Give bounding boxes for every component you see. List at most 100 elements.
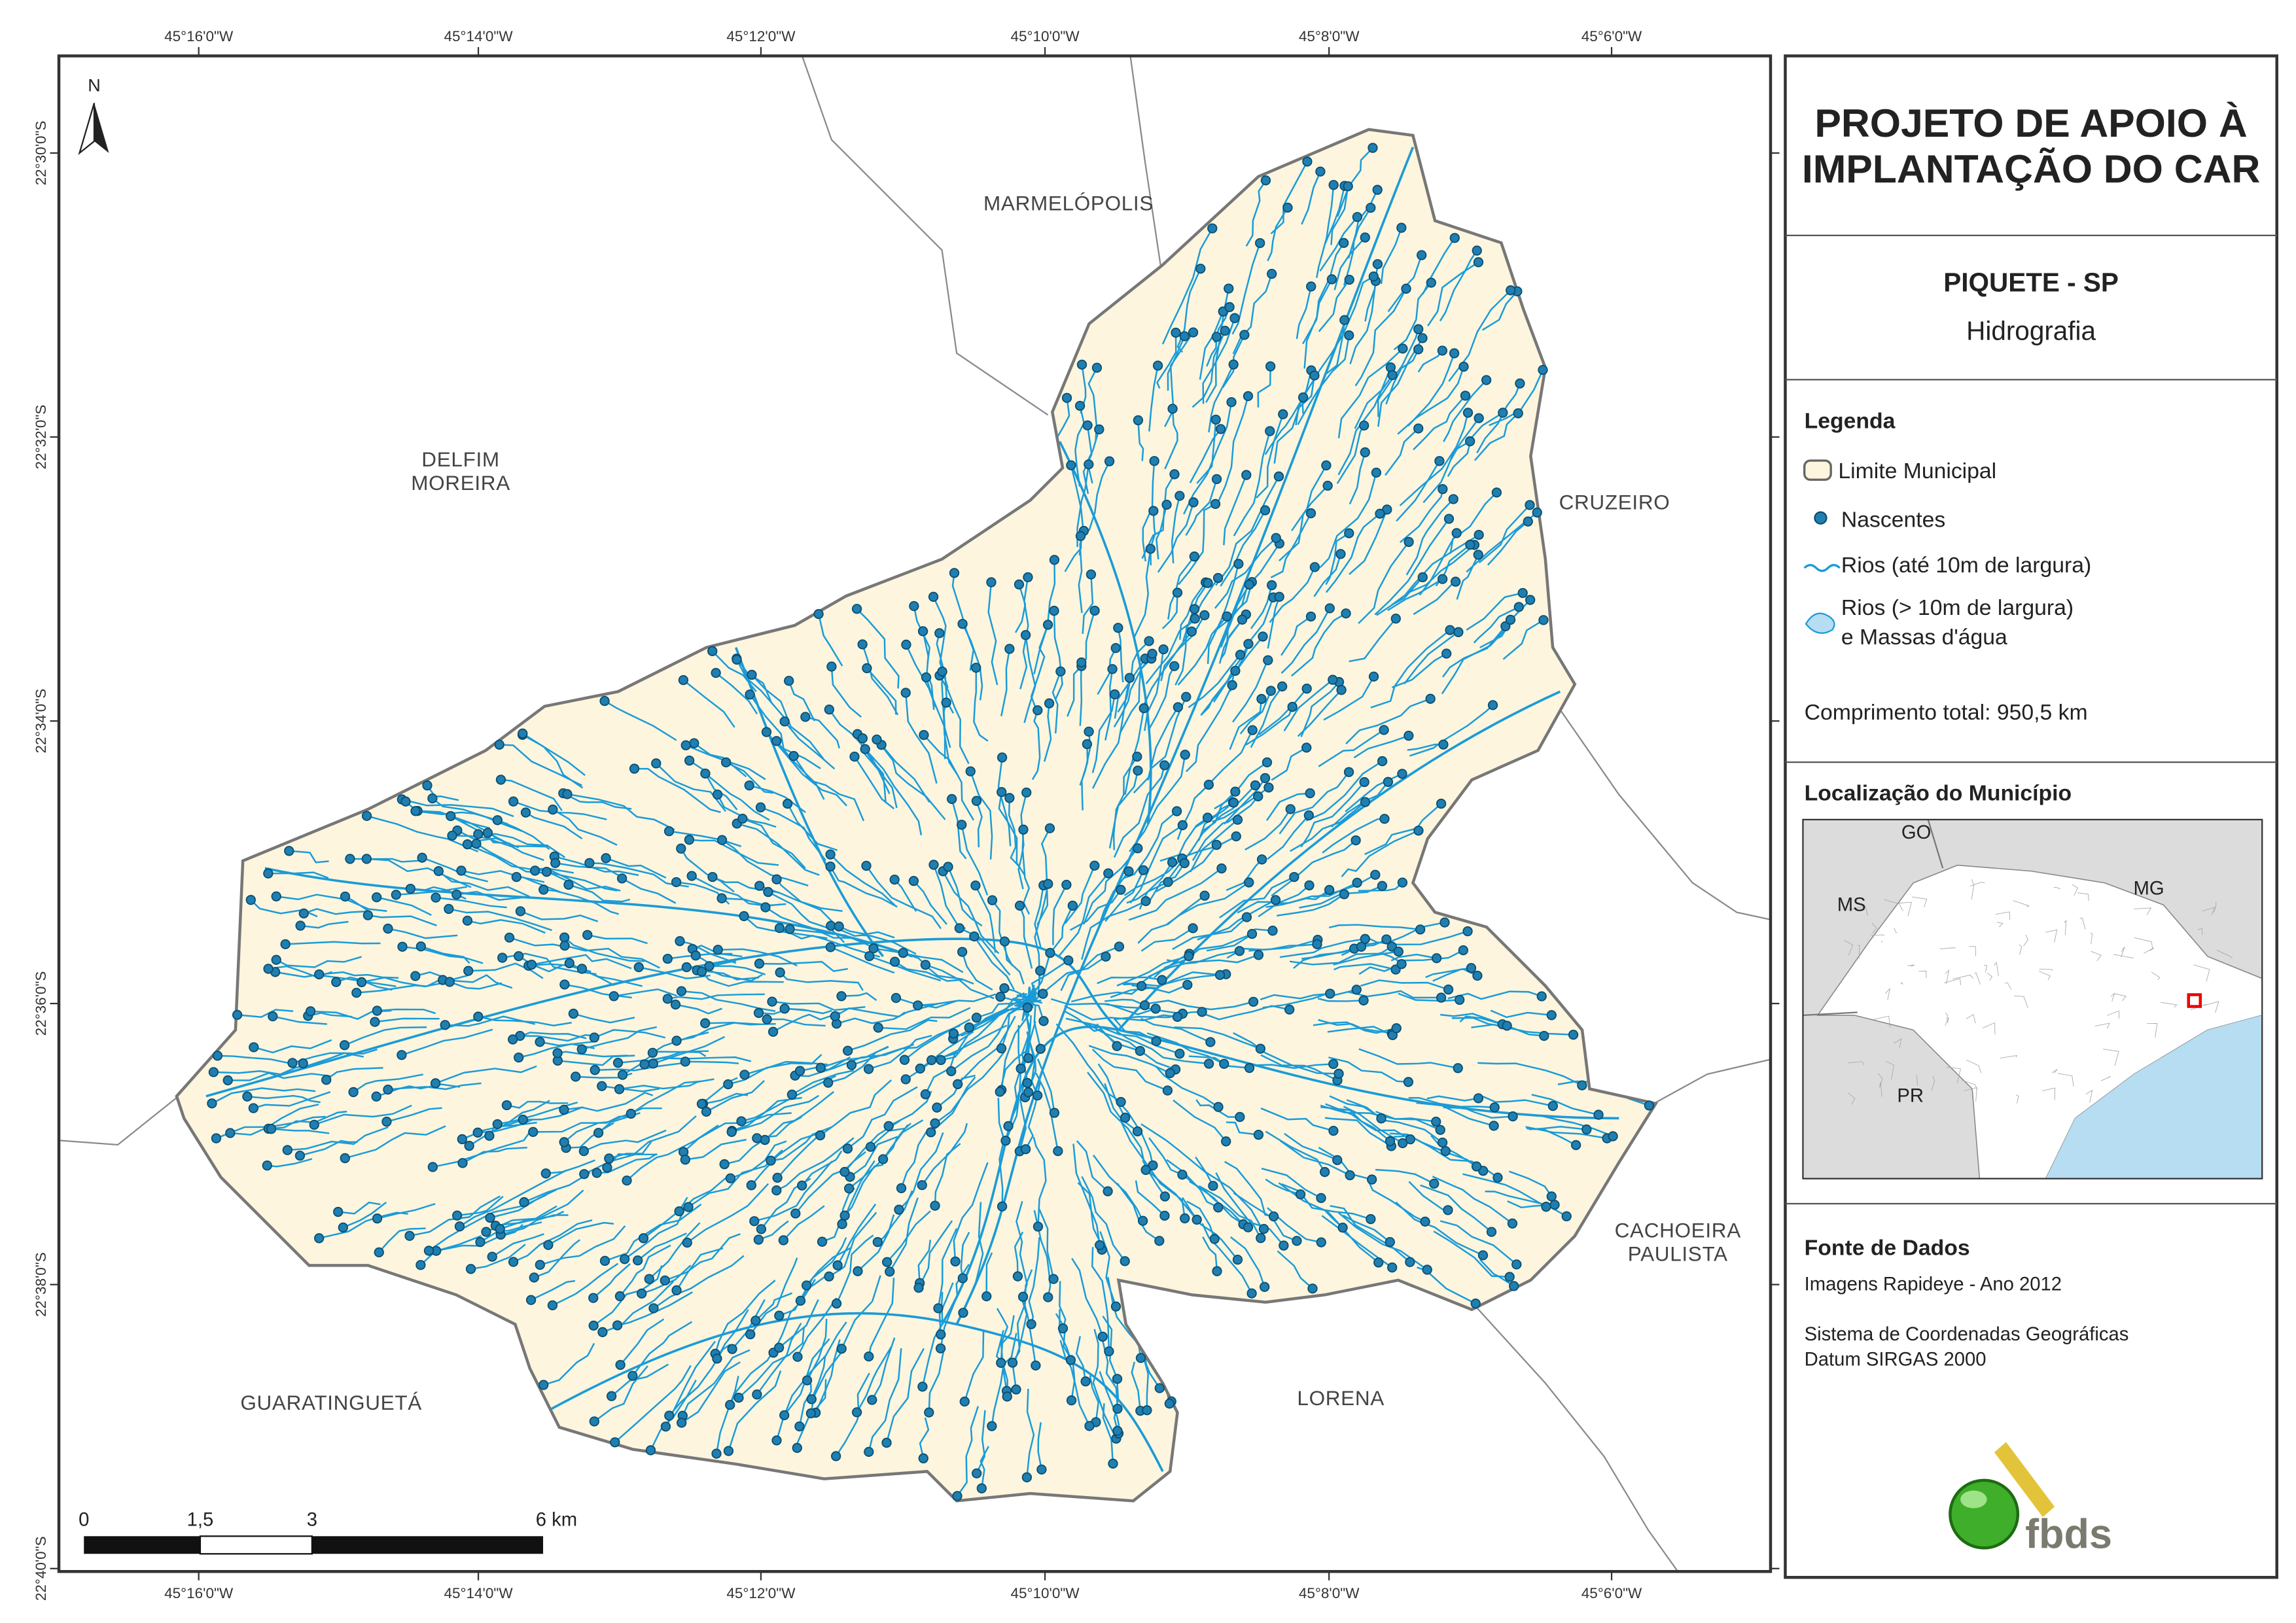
river bbox=[732, 1299, 766, 1350]
spring bbox=[680, 1056, 690, 1067]
spring bbox=[1017, 1291, 1029, 1302]
spring bbox=[1325, 988, 1335, 999]
river bbox=[864, 748, 923, 835]
spring bbox=[615, 1359, 626, 1370]
spring bbox=[1135, 1353, 1146, 1363]
spring bbox=[747, 669, 757, 680]
spring bbox=[1305, 508, 1316, 519]
spring bbox=[1213, 1102, 1224, 1112]
river bbox=[960, 1232, 970, 1279]
spring bbox=[1267, 268, 1277, 279]
spring bbox=[716, 893, 727, 903]
spring bbox=[1450, 576, 1461, 587]
inset-municipality bbox=[1966, 1059, 1982, 1073]
spring bbox=[1525, 595, 1536, 605]
spring bbox=[1208, 1181, 1218, 1191]
spring bbox=[383, 923, 393, 934]
spring bbox=[935, 1343, 946, 1353]
spring bbox=[1337, 1222, 1348, 1233]
spring bbox=[604, 1153, 614, 1164]
spring bbox=[1048, 1274, 1059, 1284]
river bbox=[271, 1128, 330, 1134]
spring bbox=[589, 1416, 599, 1427]
spring bbox=[1188, 327, 1199, 338]
river bbox=[1502, 619, 1544, 660]
spring bbox=[1438, 739, 1449, 750]
spring bbox=[725, 1400, 735, 1410]
spring bbox=[1172, 1011, 1183, 1022]
spring bbox=[1341, 608, 1351, 619]
spring bbox=[1255, 237, 1265, 249]
river bbox=[1269, 567, 1316, 623]
spring bbox=[1415, 924, 1426, 935]
river bbox=[1280, 616, 1312, 656]
river bbox=[1186, 1200, 1216, 1240]
river bbox=[581, 1026, 657, 1051]
spring bbox=[774, 922, 785, 934]
river bbox=[593, 1265, 663, 1327]
river bbox=[592, 1263, 631, 1299]
place-label: MARMELÓPOLIS bbox=[983, 192, 1154, 215]
spring bbox=[433, 865, 444, 877]
river bbox=[925, 1024, 1008, 1095]
source-line: Sistema de Coordenadas Geográficas bbox=[1805, 1324, 2129, 1345]
inset-municipality bbox=[2094, 1022, 2110, 1029]
spring bbox=[1120, 1256, 1130, 1266]
inset-municipality bbox=[1964, 1087, 1977, 1102]
spring bbox=[597, 1081, 607, 1091]
river bbox=[1256, 413, 1284, 499]
spring bbox=[1316, 1193, 1326, 1204]
inset-municipality bbox=[2053, 886, 2060, 890]
inset-municipality bbox=[2072, 884, 2078, 896]
spring bbox=[1182, 979, 1193, 990]
river bbox=[1390, 953, 1437, 962]
river bbox=[1155, 1065, 1219, 1108]
spring bbox=[340, 1153, 350, 1164]
spring bbox=[1174, 491, 1185, 501]
inset-municipality bbox=[1884, 899, 1903, 911]
spring bbox=[1180, 750, 1190, 760]
river bbox=[368, 914, 437, 926]
river bbox=[1473, 606, 1519, 644]
spring bbox=[471, 839, 482, 849]
spring bbox=[1103, 1186, 1113, 1196]
river bbox=[815, 1339, 841, 1414]
river bbox=[896, 997, 957, 1009]
spring bbox=[404, 1230, 415, 1241]
spring bbox=[1147, 648, 1157, 659]
spring bbox=[444, 903, 454, 915]
river bbox=[1316, 184, 1335, 278]
river bbox=[1509, 1170, 1553, 1197]
logo-text: fbds bbox=[2025, 1511, 2112, 1557]
river bbox=[735, 659, 785, 718]
spring bbox=[648, 1058, 658, 1069]
river bbox=[1420, 1184, 1492, 1233]
inset-municipality bbox=[2091, 951, 2102, 962]
spring bbox=[1065, 1355, 1076, 1365]
spring bbox=[898, 948, 908, 958]
river bbox=[715, 672, 758, 715]
river bbox=[1273, 375, 1316, 464]
spring bbox=[1110, 689, 1120, 700]
spring bbox=[949, 568, 960, 578]
river bbox=[319, 971, 399, 979]
river bbox=[1035, 1072, 1059, 1151]
spring bbox=[965, 766, 976, 777]
river bbox=[1159, 816, 1209, 862]
spring bbox=[1309, 370, 1320, 381]
river bbox=[951, 799, 967, 860]
spring bbox=[1509, 1281, 1519, 1291]
river bbox=[1037, 1422, 1043, 1470]
spring bbox=[651, 758, 662, 769]
river bbox=[1048, 905, 1074, 956]
spring bbox=[936, 1055, 946, 1066]
spring bbox=[1403, 1077, 1414, 1087]
river bbox=[1318, 729, 1385, 767]
river bbox=[1088, 1045, 1171, 1074]
river bbox=[934, 1051, 1005, 1125]
spring bbox=[519, 1197, 529, 1208]
spring bbox=[1517, 587, 1528, 599]
river bbox=[1345, 698, 1431, 744]
spring bbox=[1066, 460, 1076, 470]
spring bbox=[737, 813, 748, 824]
